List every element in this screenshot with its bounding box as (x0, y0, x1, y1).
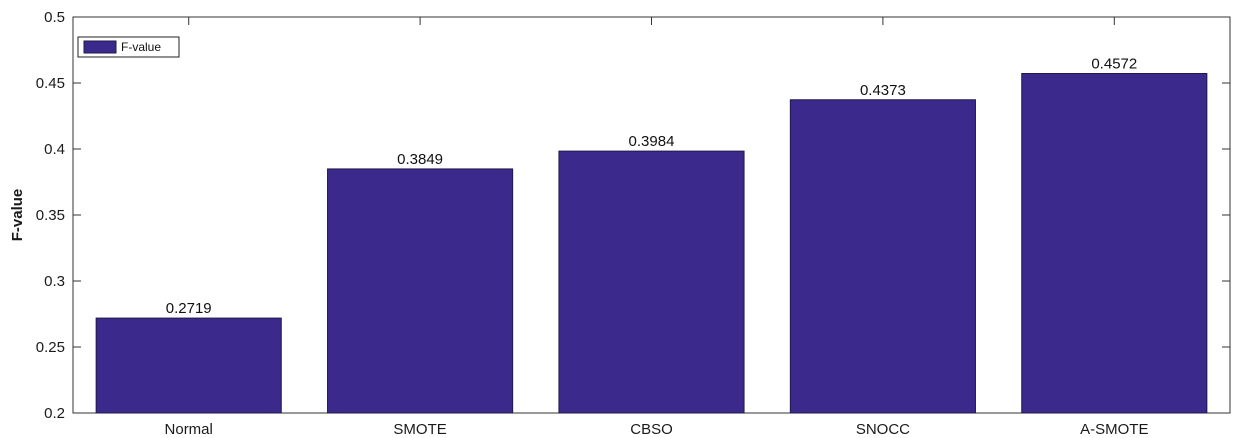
bar-value-label: 0.4373 (860, 82, 906, 99)
x-tick-label: SMOTE (393, 421, 446, 438)
y-axis-title: F-value (9, 189, 26, 242)
y-tick-label: 0.25 (36, 339, 65, 356)
legend-swatch (83, 40, 117, 54)
y-tick-label: 0.5 (44, 9, 65, 26)
x-tick-label: A-SMOTE (1080, 421, 1148, 438)
x-tick-label: CBSO (630, 421, 673, 438)
x-tick-label: SNOCC (856, 421, 910, 438)
y-tick-label: 0.35 (36, 207, 65, 224)
data-labels: 0.2719 0.3849 0.3984 0.4373 0.4572 (166, 55, 1137, 317)
y-tick-label: 0.2 (44, 405, 65, 422)
x-axis: Normal SMOTE CBSO SNOCC A-SMOTE (165, 17, 1148, 438)
y-axis: 0.2 0.25 0.3 0.35 0.4 0.45 0.5 (36, 9, 1230, 422)
bar-value-label: 0.3849 (397, 151, 443, 168)
bar-smote[interactable] (327, 168, 514, 414)
legend-label: F-value (121, 40, 161, 54)
x-tick-label: Normal (165, 421, 213, 438)
bar-value-label: 0.3984 (629, 133, 675, 150)
y-tick-label: 0.45 (36, 75, 65, 92)
y-tick-label: 0.4 (44, 141, 65, 158)
bar-value-label: 0.2719 (166, 300, 212, 317)
bar-value-label: 0.4572 (1091, 55, 1137, 72)
bar-normal[interactable] (95, 317, 282, 414)
bar-a-smote[interactable] (1021, 72, 1208, 414)
y-tick-label: 0.3 (44, 273, 65, 290)
bar-series (95, 72, 1208, 414)
bar-cbso[interactable] (558, 150, 745, 414)
bar-snocc[interactable] (789, 99, 976, 414)
legend[interactable]: F-value (77, 36, 180, 58)
